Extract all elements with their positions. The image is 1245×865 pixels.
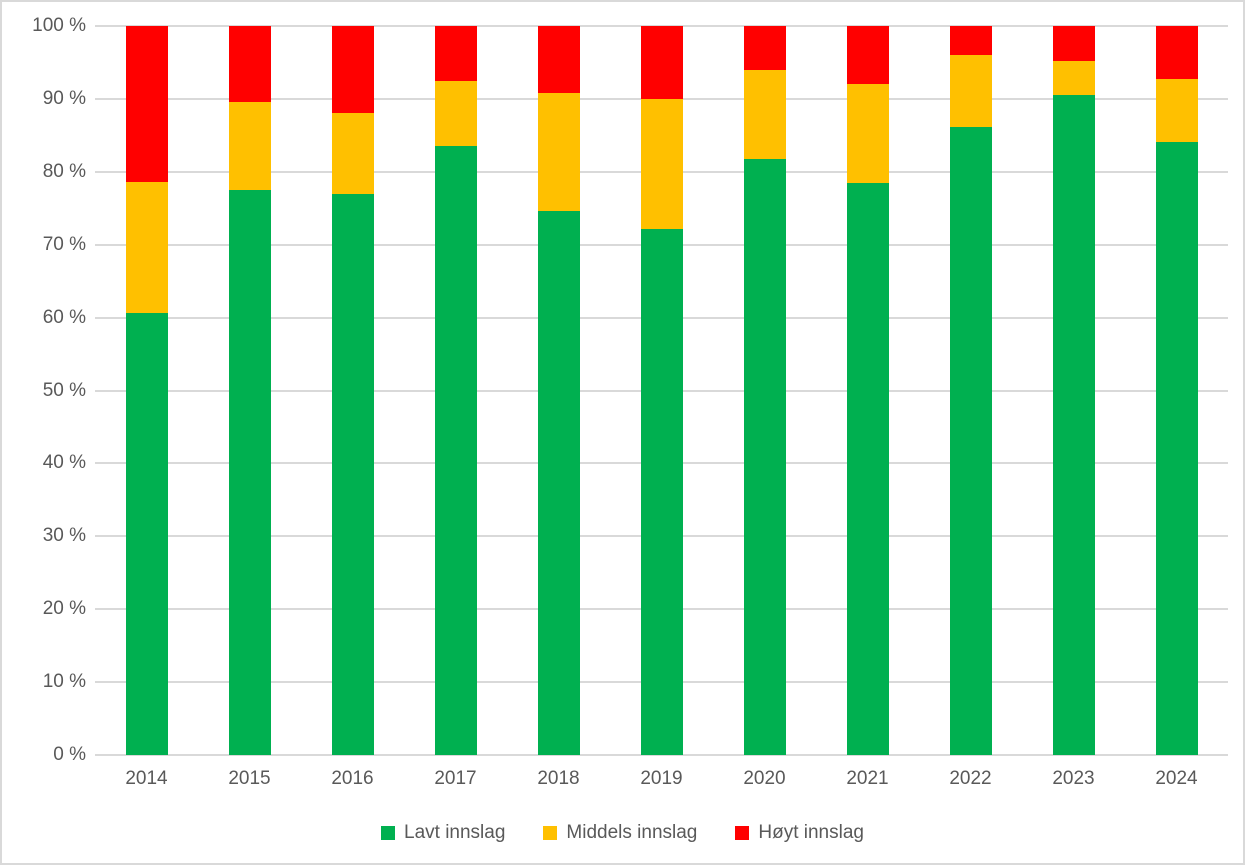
bar-segment-2015-lavt-innslag bbox=[228, 190, 271, 755]
x-tick-label-2014: 2014 bbox=[125, 768, 168, 789]
legend-swatch-icon bbox=[543, 826, 558, 840]
y-tick-label-50: 50 % bbox=[42, 379, 86, 401]
bar-segment-2021-lavt-innslag bbox=[846, 182, 889, 755]
gridline-100 bbox=[95, 25, 1228, 27]
bars-container bbox=[95, 26, 1228, 755]
bar-slot-2016 bbox=[301, 26, 404, 755]
bar-2023 bbox=[1052, 26, 1095, 755]
bar-slot-2023 bbox=[1022, 26, 1125, 755]
bar-segment-2024-middels-innslag bbox=[1155, 78, 1198, 142]
bar-segment-2014-middels-innslag bbox=[125, 182, 168, 314]
plot-area bbox=[95, 25, 1228, 756]
bar-segment-2018-høyt-innslag bbox=[537, 26, 580, 94]
bar-2021 bbox=[846, 26, 889, 755]
bar-segment-2023-middels-innslag bbox=[1052, 61, 1095, 95]
x-axis: 2014 2015 2016 2017 2018 2019 2020 2021 2022 2023… bbox=[95, 767, 1228, 791]
bar-slot-2014 bbox=[95, 26, 198, 755]
bar-2017 bbox=[434, 26, 477, 755]
bar-2020 bbox=[743, 26, 786, 755]
x-tick-label-2024: 2024 bbox=[1155, 768, 1198, 789]
bar-segment-2022-høyt-innslag bbox=[949, 26, 992, 56]
bar-2015 bbox=[228, 26, 271, 755]
bar-segment-2016-høyt-innslag bbox=[331, 26, 374, 113]
bar-segment-2014-høyt-innslag bbox=[125, 26, 168, 183]
bar-segment-2015-høyt-innslag bbox=[228, 26, 271, 102]
bar-slot-2019 bbox=[610, 26, 713, 755]
y-tick-label-70: 70 % bbox=[42, 233, 86, 255]
bar-2016 bbox=[331, 26, 374, 755]
bar-2022 bbox=[949, 26, 992, 755]
bar-2018 bbox=[537, 26, 580, 755]
x-tick-label-2021: 2021 bbox=[846, 768, 889, 789]
bar-segment-2023-lavt-innslag bbox=[1052, 94, 1095, 755]
y-tick-label-10: 10 % bbox=[42, 671, 86, 693]
legend-label: Middels innslag bbox=[566, 822, 698, 843]
x-tick-label-2015: 2015 bbox=[228, 768, 271, 789]
bar-segment-2024-lavt-innslag bbox=[1155, 141, 1198, 755]
bar-slot-2024 bbox=[1125, 26, 1228, 755]
bar-segment-2015-middels-innslag bbox=[228, 101, 271, 191]
bar-2014 bbox=[125, 26, 168, 755]
x-tick-label-2018: 2018 bbox=[537, 768, 580, 789]
x-tick-label-2017: 2017 bbox=[434, 768, 477, 789]
legend-swatch-icon bbox=[735, 826, 750, 840]
bar-segment-2020-middels-innslag bbox=[743, 69, 786, 160]
y-tick-label-90: 90 % bbox=[42, 87, 86, 109]
y-tick-label-100: 100 % bbox=[32, 15, 86, 36]
y-tick-label-80: 80 % bbox=[42, 160, 86, 182]
gridline-0 bbox=[95, 754, 1228, 756]
bar-segment-2014-lavt-innslag bbox=[125, 313, 168, 755]
bar-slot-2020 bbox=[713, 26, 816, 755]
bar-2019 bbox=[640, 26, 683, 755]
legend: Lavt innslag Middels innslag Høyt innslag bbox=[2, 822, 1243, 844]
bar-slot-2018 bbox=[507, 26, 610, 755]
bar-segment-2016-middels-innslag bbox=[331, 112, 374, 195]
bar-segment-2018-middels-innslag bbox=[537, 93, 580, 212]
bar-segment-2018-lavt-innslag bbox=[537, 211, 580, 755]
bar-segment-2022-lavt-innslag bbox=[949, 127, 992, 755]
y-tick-label-40: 40 % bbox=[42, 452, 86, 474]
y-tick-label-60: 60 % bbox=[42, 306, 86, 328]
x-tick-label-2020: 2020 bbox=[743, 768, 786, 789]
bar-2024 bbox=[1155, 26, 1198, 755]
legend-label: Lavt innslag bbox=[404, 822, 506, 843]
legend-swatch-icon bbox=[381, 826, 395, 840]
bar-segment-2019-høyt-innslag bbox=[640, 26, 683, 99]
bar-segment-2017-høyt-innslag bbox=[434, 26, 477, 82]
bar-segment-2024-høyt-innslag bbox=[1155, 26, 1198, 79]
legend-label: Høyt innslag bbox=[758, 822, 864, 843]
bar-segment-2023-høyt-innslag bbox=[1052, 26, 1095, 61]
bar-segment-2017-middels-innslag bbox=[434, 81, 477, 146]
legend-item-middels-innslag: Middels innslag bbox=[543, 822, 697, 844]
x-tick-label-2019: 2019 bbox=[640, 768, 683, 789]
y-tick-label-0: 0 % bbox=[53, 744, 86, 765]
bar-segment-2019-lavt-innslag bbox=[640, 228, 683, 755]
bar-segment-2021-middels-innslag bbox=[846, 84, 889, 183]
bar-segment-2022-middels-innslag bbox=[949, 55, 992, 128]
y-axis: 0 % 10 % 20 % 30 % 40 % 50 % 60 % 70 % 80 % 90 % 1… bbox=[2, 15, 86, 765]
y-tick-label-20: 20 % bbox=[42, 598, 86, 620]
legend-item-lavt-innslag: Lavt innslag bbox=[381, 822, 505, 844]
bar-segment-2021-høyt-innslag bbox=[846, 26, 889, 85]
bar-segment-2020-lavt-innslag bbox=[743, 159, 786, 755]
bar-segment-2016-lavt-innslag bbox=[331, 194, 374, 755]
bar-slot-2022 bbox=[919, 26, 1022, 755]
y-tick-label-30: 30 % bbox=[42, 525, 86, 547]
bar-segment-2019-middels-innslag bbox=[640, 98, 683, 229]
legend-item-høyt-innslag: Høyt innslag bbox=[735, 822, 864, 844]
x-tick-label-2023: 2023 bbox=[1052, 768, 1095, 789]
bar-slot-2021 bbox=[816, 26, 919, 755]
bar-slot-2017 bbox=[404, 26, 507, 755]
x-tick-label-2022: 2022 bbox=[949, 768, 992, 789]
bar-segment-2017-lavt-innslag bbox=[434, 145, 477, 755]
bar-segment-2020-høyt-innslag bbox=[743, 26, 786, 70]
bar-slot-2015 bbox=[198, 26, 301, 755]
x-tick-label-2016: 2016 bbox=[331, 768, 374, 789]
